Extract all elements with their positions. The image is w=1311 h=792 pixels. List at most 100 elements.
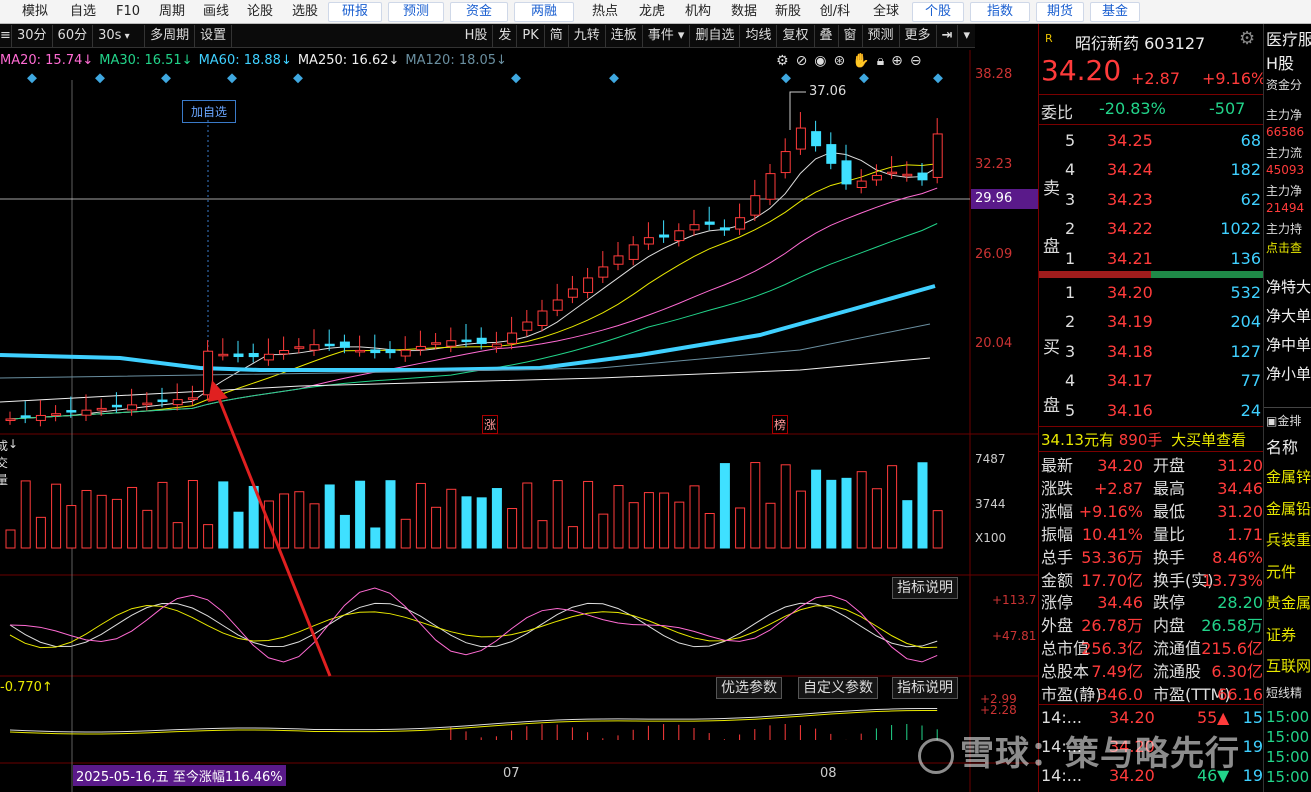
multi-period-button[interactable]: 多周期 [145,24,196,47]
nav-7[interactable]: 研报 [328,2,382,22]
nav-5[interactable]: 论股 [246,3,273,19]
volume-bar [233,511,244,549]
optimal-params-button[interactable]: 优选参数 [716,677,782,699]
add-watch-tag[interactable]: 加自选 [182,100,237,123]
toolbar-btn-0[interactable]: H股 [460,24,494,47]
nav-13[interactable]: 机构 [684,3,711,19]
toolbar-btn-1[interactable]: 发 [493,24,518,47]
candle-body [643,237,654,245]
asks-row[interactable]: 4 34.24 182 [1039,155,1264,184]
bids-row[interactable]: 2 34.19 204 [1039,307,1264,336]
stat-value: 26.58万 [1201,616,1263,636]
nav-1[interactable]: 自选 [69,3,96,19]
nav-18[interactable]: 个股 [912,2,964,22]
toolbar-btn-3[interactable]: 简 [545,24,569,47]
far-sector[interactable]: 金属锌 [1266,468,1311,486]
bids-row[interactable]: 5 34.16 24 [1039,396,1264,425]
eye-off-icon[interactable]: ⊛ [833,53,846,69]
hand-icon[interactable]: ✋ [852,53,870,69]
nav-10[interactable]: 两融 [514,2,574,22]
settings-button[interactable]: 设置 [195,24,233,47]
toolbar-btn-5[interactable]: 连板 [606,24,643,47]
big-order-link[interactable]: 大买单查看 [1171,431,1247,449]
eye-icon[interactable]: ◉ [814,53,827,69]
period-tab-60m[interactable]: 60分 [53,24,94,47]
dropdown-icon[interactable]: ▾ [963,27,970,43]
far-time: 15:00 [1266,768,1310,786]
toolbar-btn-7[interactable]: 删自选 [690,24,741,47]
bids-level: 2 [1065,312,1076,332]
indicator-explain-button[interactable]: 指标说明 [892,577,958,599]
toolbar-btn-2[interactable]: PK [517,24,545,47]
pin-icon[interactable]: ⇥ [937,24,959,47]
nav-20[interactable]: 期货 [1036,2,1084,22]
nav-19[interactable]: 指数 [970,2,1030,22]
asks-row[interactable]: 2 34.22 1022 [1039,214,1264,243]
toolbar-btn-12[interactable]: 预测 [863,24,900,47]
nav-6[interactable]: 选股 [291,3,318,19]
period-tab-30m[interactable]: 30分 [12,24,53,47]
bids-row[interactable]: 1 34.20 532 [1039,278,1264,307]
macd-explain-button[interactable]: 指标说明 [892,677,958,699]
nav-21[interactable]: 基金 [1090,2,1140,22]
menu-icon[interactable]: ≡ [0,24,12,47]
volume-bar [643,492,654,549]
candle-body [111,404,122,408]
nav-14[interactable]: 数据 [730,3,757,19]
far-sector[interactable]: 金属铅 [1266,499,1311,518]
stat-value: 8.46% [1212,547,1263,567]
nav-16[interactable]: 创/科 [819,3,851,19]
nav-2[interactable]: F10 [115,3,141,19]
asks-row[interactable]: 1 34.21 136 [1039,244,1264,273]
nav-17[interactable]: 全球 [872,3,899,19]
volume-bar [659,492,670,549]
custom-params-button[interactable]: 自定义参数 [798,677,878,699]
lock-icon[interactable]: 🔒︎ [876,53,885,69]
event-diamond-icon [95,73,105,84]
toolbar-btn-8[interactable]: 均线 [740,24,778,47]
asks-row[interactable]: 5 34.25 68 [1039,126,1264,155]
candle-body [598,266,609,278]
far-sector[interactable]: 证券 [1266,625,1297,644]
nav-9[interactable]: 资金 [450,2,508,22]
nav-4[interactable]: 画线 [202,3,229,19]
event-tag-bang[interactable]: 榜 [772,415,789,434]
volume-bar [66,505,77,549]
chart-area[interactable] [0,50,1038,792]
far-rank[interactable]: ▣金排 [1266,412,1301,429]
zoom-in-icon[interactable]: ⊕ [891,53,903,69]
gear-icon[interactable]: ⚙ [1239,28,1256,49]
toolbar-btn-11[interactable]: 窗 [839,24,863,47]
zoom-out-icon[interactable]: ⊖ [909,53,922,69]
toolbar-btn-4[interactable]: 九转 [569,24,606,47]
far-sector[interactable]: 兵装重 [1266,531,1311,549]
stat-label: 总市值 [1041,639,1090,659]
bids-row[interactable]: 3 34.18 127 [1039,337,1264,366]
stat-label: 流通股 [1153,662,1202,682]
quote-panel: R 昭衍新药 603127 ⚙ 34.20 +2.87 +9.16% 委比 -2… [1038,24,1266,792]
toolbar-btn-6[interactable]: 事件 ▾ [643,24,691,47]
volume-bar [704,513,715,549]
far-sector[interactable]: 元件 [1266,562,1297,581]
volume-bar [917,462,928,549]
nav-0[interactable]: 模拟 [21,3,48,19]
period-select-30s[interactable]: 30s ▾ [93,24,146,47]
nav-15[interactable]: 新股 [774,3,801,19]
nav-8[interactable]: 预测 [388,2,444,22]
gear-icon[interactable]: ⚙ [776,53,789,69]
far-sector[interactable]: 贵金属 [1266,594,1311,612]
bids-row[interactable]: 4 34.17 77 [1039,366,1264,395]
toolbar-btn-10[interactable]: 叠 [815,24,839,47]
toolbar-btn-9[interactable]: 复权 [777,24,815,47]
nav-11[interactable]: 热点 [591,3,618,19]
far-sector[interactable]: 互联网 [1266,657,1311,675]
bids-price: 34.17 [1107,371,1153,391]
stat-value: 34.46 [1217,478,1263,498]
hide-icon[interactable]: ⊘ [795,53,808,69]
nav-3[interactable]: 周期 [158,3,185,19]
nav-12[interactable]: 龙虎 [638,3,665,19]
asks-row[interactable]: 3 34.23 62 [1039,185,1264,214]
candle-body [841,160,852,185]
toolbar-btn-13[interactable]: 更多 [900,24,937,47]
event-tag-zhang[interactable]: 涨 [482,415,499,434]
